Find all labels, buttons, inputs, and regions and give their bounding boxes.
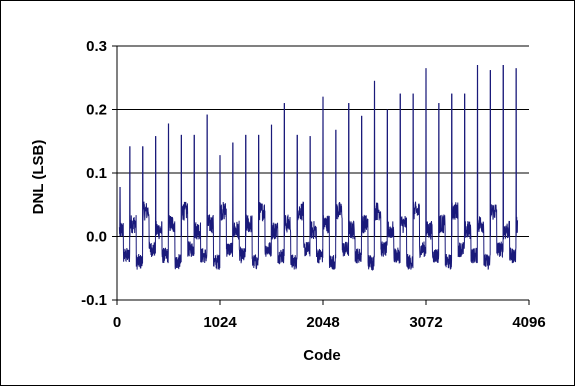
- y-tick-label: 0.3: [86, 38, 107, 55]
- tick-labels: -0.1 0.0 0.1 0.2 0.3 0 1024 2048 3072 4096: [81, 38, 546, 331]
- dnl-trace: [118, 65, 519, 272]
- series-dnl: [118, 65, 519, 272]
- x-tick-label: 1024: [203, 314, 237, 331]
- axes: [112, 45, 530, 305]
- x-axis-label: Code: [303, 347, 341, 364]
- x-tick-label: 2048: [306, 314, 339, 331]
- x-tick-label: 4096: [512, 314, 545, 331]
- x-tick-label: 0: [113, 314, 121, 331]
- y-axis-label: DNL (LSB): [30, 140, 47, 215]
- y-tick-label: -0.1: [81, 292, 107, 309]
- y-tick-label: 0.1: [86, 165, 107, 182]
- y-tick-label: 0.2: [86, 102, 107, 119]
- y-tick-label: 0.0: [86, 229, 107, 246]
- x-tick-label: 3072: [409, 314, 442, 331]
